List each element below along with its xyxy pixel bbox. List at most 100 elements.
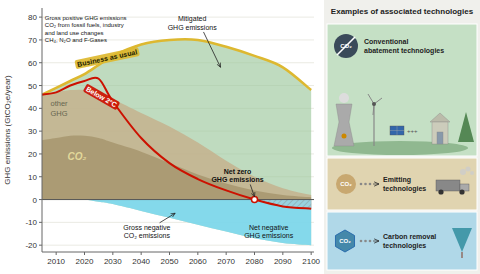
y-tick (39, 199, 42, 200)
line (42, 39, 311, 94)
icon-wheel (459, 189, 464, 194)
x-tick (56, 252, 57, 255)
y-tick (39, 222, 42, 223)
text-line: GHG emissions (211, 176, 263, 183)
text-line: GHG emissions (244, 232, 294, 239)
panel-section-label: Carbon removaltechnologies (383, 233, 436, 250)
y-tick-label: -10 (25, 218, 37, 227)
text-line: Conventional (364, 38, 408, 45)
x-tick (311, 252, 312, 255)
y-tick-label: 70 (28, 36, 37, 45)
text-line: technologies (383, 242, 426, 250)
y-tick (39, 85, 42, 86)
annotation-arrow (160, 213, 176, 223)
text-line: GHG emissions (168, 24, 218, 31)
x-tick-label: 2070 (217, 257, 235, 266)
x-tick-label: 2080 (246, 257, 264, 266)
label-badge: Below 2°C (83, 83, 121, 110)
icon-label: CO₂ (339, 238, 351, 244)
text-line: Business as usual (77, 48, 138, 68)
text-line: Mitigated (178, 15, 207, 23)
annotation: Gross negativeCO₂ emissions (123, 224, 170, 240)
icon-solar-panel (390, 126, 404, 135)
icon-arrow (373, 241, 379, 242)
panel-section (327, 24, 477, 156)
text-line: Gross positive GHG emissions (45, 15, 127, 21)
y-tick (39, 39, 42, 40)
icon-dot (360, 183, 363, 186)
icon-wheel (438, 189, 443, 194)
icon-tree (452, 228, 472, 252)
text-line: Net negative (249, 224, 288, 232)
x-tick-label: 2090 (274, 257, 292, 266)
annotation: otherGHG (51, 99, 69, 117)
y-axis-line (42, 8, 43, 252)
panel-title: Examples of associated technologies (331, 7, 474, 16)
x-tick (254, 252, 255, 255)
icon-turbine-hub (372, 102, 376, 106)
icon-turbine-pole (373, 104, 374, 146)
y-tick-label: 60 (28, 59, 37, 68)
icon-dot (360, 240, 363, 243)
label-background (83, 83, 121, 110)
x-tick (282, 252, 283, 255)
y-tick-label: 0 (33, 196, 38, 205)
x-tick (169, 252, 170, 255)
y-tick-label: 40 (28, 104, 37, 113)
y-tick-label: 20 (28, 150, 37, 159)
text-line: Below 2°C (85, 85, 118, 108)
icon-house-door (437, 132, 443, 144)
icon-dot (364, 240, 367, 243)
x-tick-label: 2050 (161, 257, 179, 266)
icon-smoke (466, 167, 471, 172)
x-tick (197, 252, 198, 255)
icon-cooling-tower (334, 104, 354, 146)
grid-line (42, 199, 314, 200)
icon-label: +++ (407, 128, 418, 134)
panel-section-label: Conventional abatement technologies (364, 38, 444, 55)
icon-radiation (342, 134, 347, 139)
y-tick-label: -20 (25, 241, 37, 250)
x-tick-label: 2060 (189, 257, 207, 266)
annotation-arrow (204, 32, 221, 67)
panel-section (327, 212, 477, 270)
annotation: MitigatedGHG emissions (168, 15, 218, 31)
label-badge: Business as usual (74, 47, 140, 69)
icon-circle (336, 174, 356, 194)
text-line: abatement technologies (364, 47, 444, 55)
icon-label: CO₂ (340, 43, 352, 49)
panel-background (324, 0, 480, 274)
icon-dot (369, 183, 372, 186)
mitigated-area (42, 39, 311, 245)
icon-tree (458, 112, 474, 142)
y-tick-label: 10 (28, 173, 37, 182)
grid-line (42, 245, 314, 246)
area (42, 90, 311, 200)
y-tick (39, 131, 42, 132)
icon-label: CO₂ (340, 181, 352, 187)
axes: -20-100102030405060708020102020203020402… (3, 8, 321, 266)
text-line: Gross negative (123, 224, 170, 232)
x-tick-label: 2030 (104, 257, 122, 266)
x-tick-label: 2020 (76, 257, 94, 266)
panel-section-label: Emittingtechnologies (383, 176, 426, 193)
annotation: Net negativeGHG emissions (244, 224, 294, 240)
icon-smoke (460, 169, 466, 175)
icon-arrow (373, 184, 379, 185)
net-zero-marker (252, 197, 258, 203)
y-tick (39, 245, 42, 246)
x-tick-label: 2040 (132, 257, 150, 266)
x-tick (112, 252, 113, 255)
icon-smoke (470, 171, 474, 175)
icon-house-wall (432, 122, 448, 144)
icon-slash (337, 37, 355, 55)
line (42, 77, 311, 208)
annotation: CO₂ (68, 151, 87, 162)
text-line: Net zero (224, 168, 252, 175)
plot-area (42, 39, 314, 245)
annotation: Below 2°C (85, 85, 118, 108)
icon-hexagon (335, 230, 354, 252)
y-axis-label: GHG emissions (GtCO₂e/year) (3, 75, 12, 185)
x-tick (84, 252, 85, 255)
annotation: Business as usual (77, 48, 138, 68)
